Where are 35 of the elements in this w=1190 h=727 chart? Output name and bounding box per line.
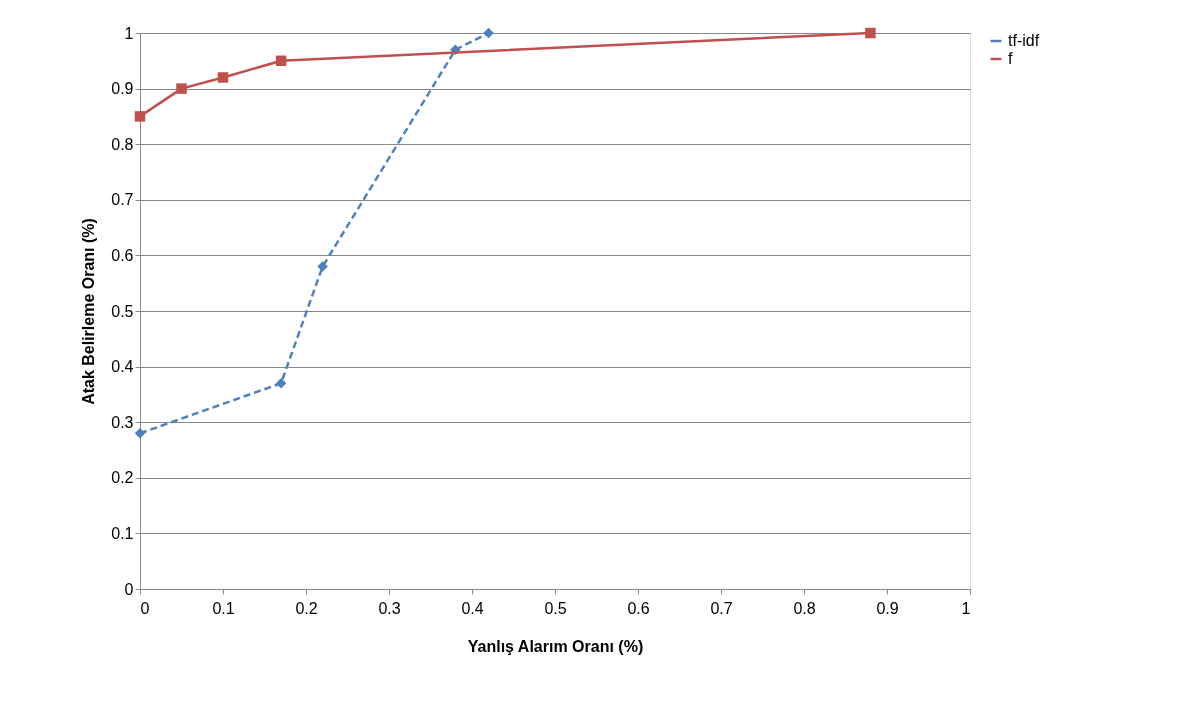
x-tick-label: 0.8 <box>793 599 816 617</box>
y-tick-label: 0.2 <box>111 469 134 487</box>
x-tick-label: 0 <box>140 599 150 617</box>
y-tick-label: 1 <box>124 24 134 42</box>
legend-label: f <box>1008 50 1013 67</box>
point <box>317 261 328 272</box>
y-tick-label: 0.1 <box>111 524 134 542</box>
x-tick-label: 0.7 <box>710 599 733 617</box>
point <box>483 27 494 39</box>
y-tick-label: 0.7 <box>111 191 134 209</box>
y-tick-label: 0 <box>124 580 134 598</box>
point <box>176 83 187 94</box>
y-tick-label: 0.9 <box>111 80 134 98</box>
point <box>134 111 146 122</box>
point <box>275 378 287 389</box>
y-axis-title: Atak Belirleme Oranı (%) <box>80 218 98 405</box>
x-axis-title: Yanlış Alarım Oranı (%) <box>467 637 644 655</box>
x-tick-label: 0.4 <box>461 599 484 617</box>
x-tick-label: 0.9 <box>876 599 899 617</box>
y-tick-label: 0.8 <box>111 135 134 153</box>
y-tick-label: 0.4 <box>111 358 134 376</box>
x-tick-label: 0.3 <box>378 599 401 617</box>
y-tick-label: 0.5 <box>111 302 134 320</box>
x-tick-label: 0.5 <box>544 599 567 617</box>
x-tick-label: 0.6 <box>627 599 650 617</box>
y-tick-label: 0.3 <box>111 413 134 431</box>
point <box>217 72 229 83</box>
x-tick-label: 0.2 <box>295 599 318 617</box>
y-tick-label: 0.6 <box>111 246 134 264</box>
point <box>134 428 146 439</box>
x-tick-label: 0.1 <box>212 599 235 617</box>
point <box>275 55 287 67</box>
legend-label: tf-idf <box>1008 32 1040 49</box>
point <box>865 27 876 39</box>
x-tick-label: 1 <box>961 599 971 617</box>
